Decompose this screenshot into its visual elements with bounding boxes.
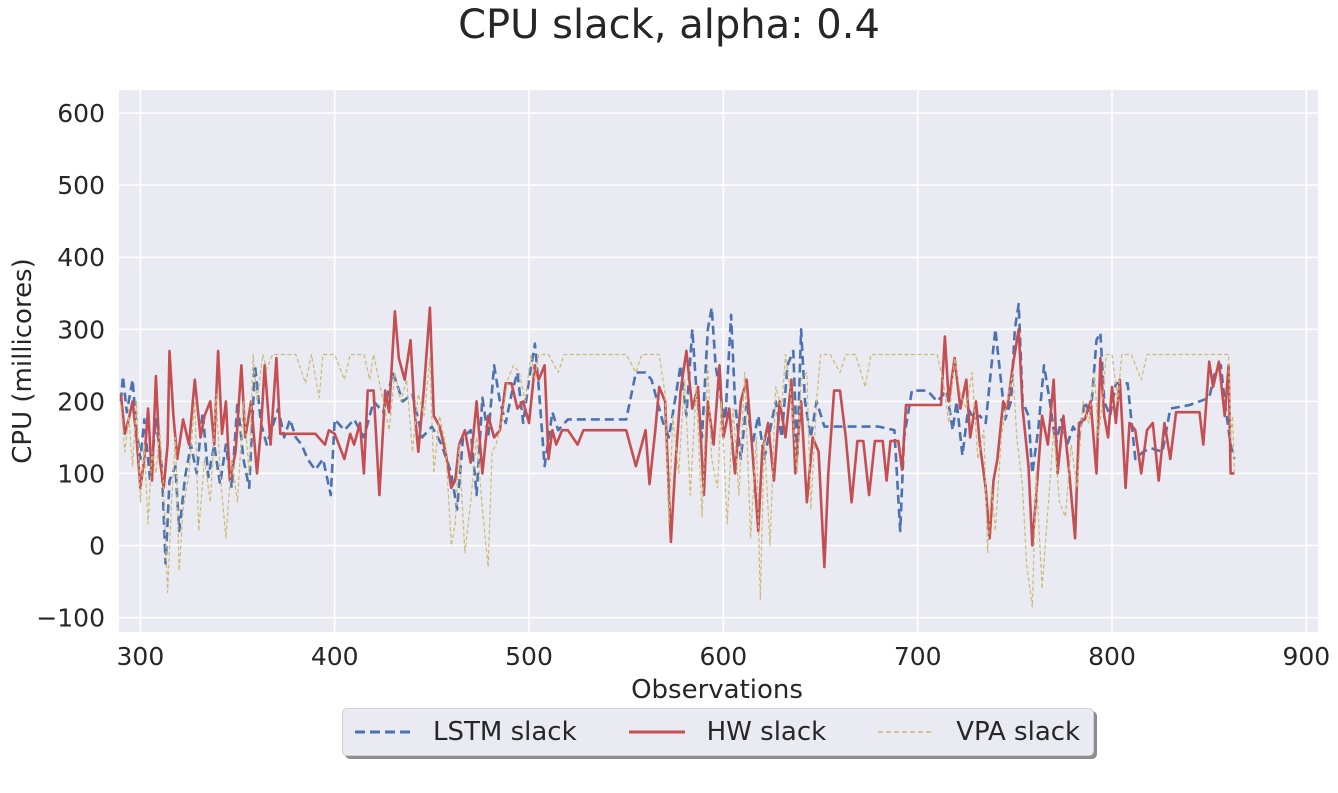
- tick-labels: 300 400 500 600 700 800 900 −100 0 100 200 300 400 50…: [36, 99, 1330, 671]
- x-tick-label: 900: [1282, 642, 1330, 671]
- x-tick-label: 500: [505, 642, 553, 671]
- x-tick-label: 700: [894, 642, 942, 671]
- legend-label-hw: HW slack: [706, 717, 827, 747]
- y-tick-label: 500: [57, 171, 105, 200]
- y-tick-label: 600: [57, 99, 105, 128]
- gridlines: [119, 90, 1318, 632]
- y-tick-label: 300: [57, 315, 105, 344]
- hw-line-swatch: [628, 730, 685, 734]
- legend-item-hw: HW slack: [628, 717, 827, 747]
- x-tick-label: 400: [311, 642, 359, 671]
- y-tick-label: −100: [36, 604, 105, 633]
- legend-label-vpa: VPA slack: [956, 717, 1081, 747]
- vpa-line-swatch: [878, 731, 935, 733]
- y-tick-label: 100: [57, 459, 105, 488]
- legend-label-lstm: LSTM slack: [433, 717, 577, 747]
- x-tick-label: 600: [699, 642, 747, 671]
- legend: LSTM slack HW slack VPA slack: [342, 708, 1094, 756]
- lstm-line-swatch: [355, 730, 411, 734]
- y-tick-label: 200: [57, 387, 105, 416]
- x-tick-label: 800: [1088, 642, 1136, 671]
- y-tick-label: 0: [89, 532, 105, 561]
- plot-area: [119, 90, 1318, 632]
- x-axis-label: Observations: [631, 675, 803, 705]
- y-axis-label: CPU (millicores): [8, 258, 38, 464]
- x-tick-label: 300: [117, 642, 165, 671]
- y-tick-label: 400: [57, 243, 105, 272]
- legend-item-vpa: VPA slack: [878, 717, 1080, 747]
- series-lines: [119, 302, 1236, 608]
- chart-title: CPU slack, alpha: 0.4: [458, 2, 880, 48]
- legend-item-lstm: LSTM slack: [355, 717, 577, 747]
- hw-slack-line: [119, 306, 1235, 569]
